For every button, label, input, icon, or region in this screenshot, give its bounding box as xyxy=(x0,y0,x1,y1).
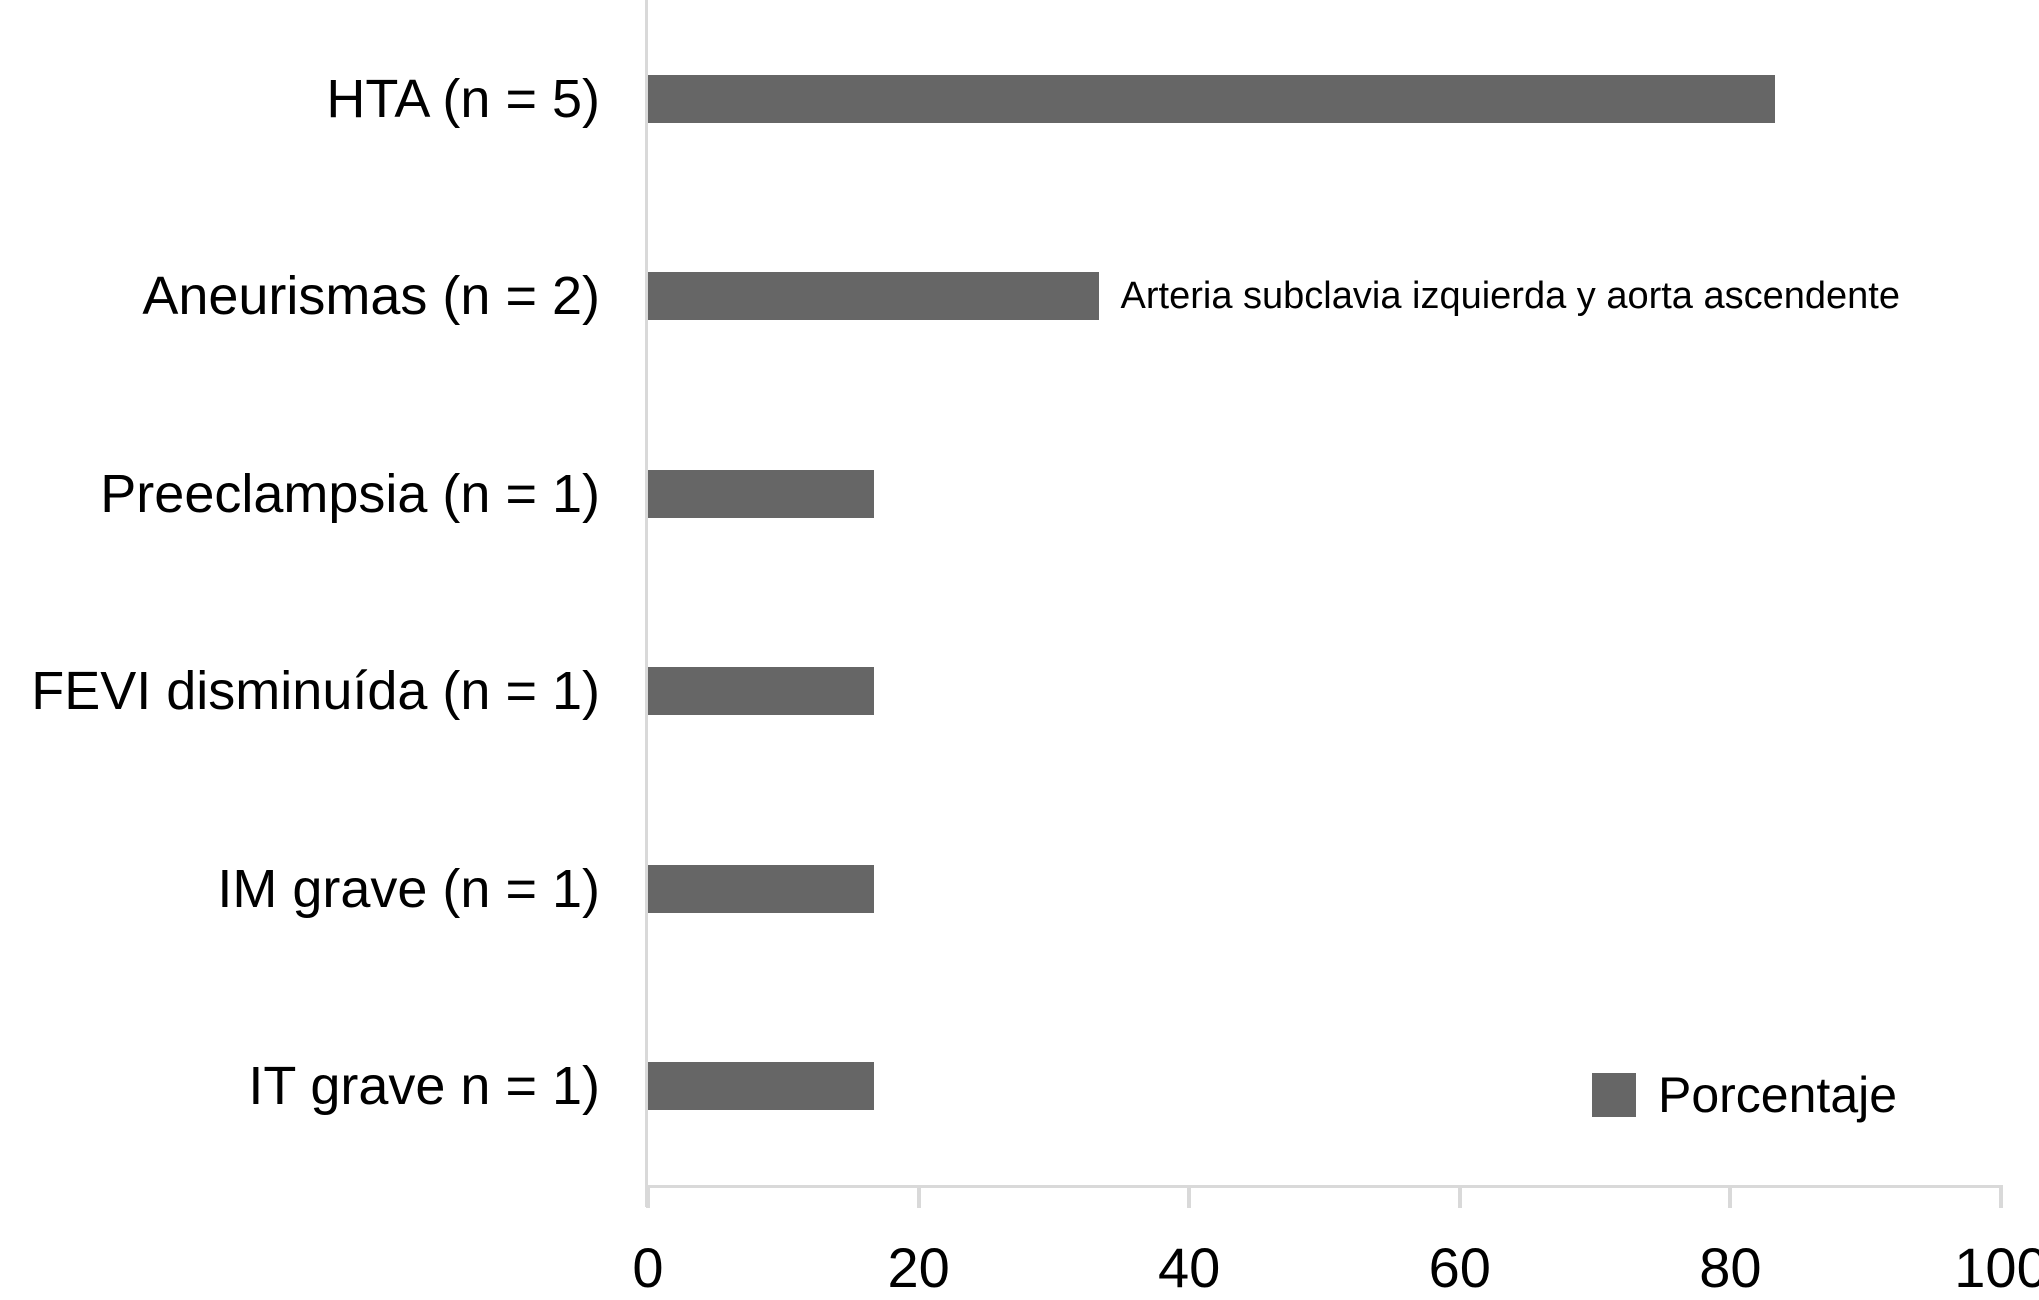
x-tick-mark xyxy=(1457,1185,1462,1208)
category-label: IT grave n = 1) xyxy=(248,1056,600,1117)
x-tick-label: 20 xyxy=(887,1236,950,1299)
y-axis-line xyxy=(645,0,648,1207)
x-tick-mark xyxy=(1187,1185,1192,1208)
legend: Porcentaje xyxy=(1592,1067,1898,1123)
x-tick-label: 60 xyxy=(1428,1236,1491,1299)
category-label: Aneurismas (n = 2) xyxy=(142,266,600,327)
category-label: Preeclampsia (n = 1) xyxy=(100,463,600,524)
category-label: HTA (n = 5) xyxy=(326,68,600,129)
legend-swatch-icon xyxy=(1592,1073,1636,1117)
x-axis-line xyxy=(645,1185,2003,1188)
bar xyxy=(648,469,874,518)
bar xyxy=(648,272,1099,321)
bar xyxy=(648,1062,874,1111)
x-tick-label: 100 xyxy=(1954,1236,2039,1299)
x-tick-mark xyxy=(1999,1185,2003,1208)
category-label: IM grave (n = 1) xyxy=(217,858,600,919)
x-tick-label: 40 xyxy=(1158,1236,1221,1299)
category-label: FEVI disminuída (n = 1) xyxy=(31,661,600,722)
bar xyxy=(648,74,1776,123)
x-tick-label: 80 xyxy=(1699,1236,1762,1299)
x-tick-mark xyxy=(1728,1185,1733,1208)
bar-annotation: Arteria subclavia izquierda y aorta asce… xyxy=(1120,275,1900,318)
bar xyxy=(648,864,874,913)
legend-label: Porcentaje xyxy=(1658,1067,1898,1123)
x-tick-label: 0 xyxy=(632,1236,664,1299)
x-tick-mark xyxy=(646,1185,650,1208)
bar xyxy=(648,667,874,716)
x-tick-mark xyxy=(916,1185,921,1208)
